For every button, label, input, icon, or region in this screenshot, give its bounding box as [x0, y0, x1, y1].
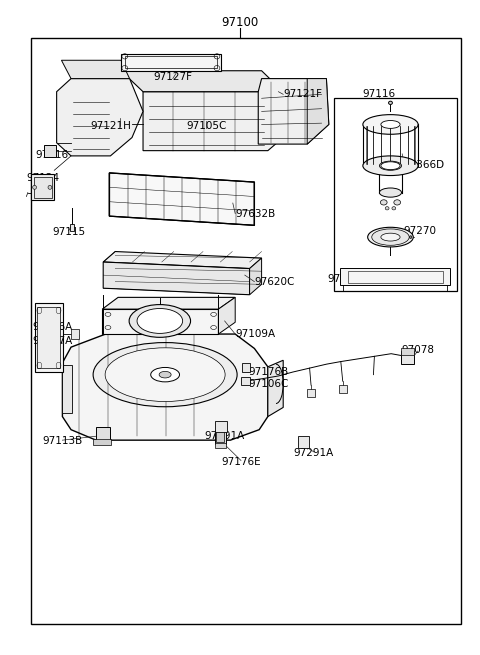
Text: 97176B: 97176B [249, 367, 289, 377]
Bar [70, 224, 74, 231]
Bar [348, 271, 443, 283]
Bar [34, 177, 52, 198]
Polygon shape [103, 252, 262, 269]
Ellipse shape [379, 188, 401, 197]
Ellipse shape [129, 305, 191, 337]
Bar [31, 174, 54, 200]
Ellipse shape [392, 207, 396, 210]
Polygon shape [268, 360, 283, 417]
Text: 97270: 97270 [403, 225, 436, 236]
Bar [37, 307, 60, 368]
Ellipse shape [372, 229, 409, 246]
Text: 97116: 97116 [362, 89, 396, 100]
Ellipse shape [151, 367, 180, 382]
Text: 97620C: 97620C [254, 276, 295, 287]
Ellipse shape [137, 309, 182, 333]
Ellipse shape [388, 101, 392, 105]
Text: 97291A: 97291A [204, 431, 245, 441]
Bar [44, 145, 56, 157]
Ellipse shape [409, 236, 412, 238]
Polygon shape [250, 258, 262, 295]
Ellipse shape [379, 161, 401, 170]
Bar [31, 38, 461, 624]
Text: 97366D: 97366D [403, 160, 444, 170]
Polygon shape [121, 54, 221, 71]
Text: 97291A: 97291A [294, 448, 334, 458]
Bar [96, 427, 110, 441]
Bar [340, 268, 450, 285]
Bar [307, 389, 315, 397]
Text: 97113B: 97113B [42, 436, 83, 447]
Bar [62, 365, 72, 413]
Polygon shape [121, 71, 283, 92]
Bar [401, 348, 414, 355]
Ellipse shape [385, 207, 389, 210]
Bar [242, 363, 250, 372]
Text: 97632B: 97632B [235, 208, 276, 219]
Ellipse shape [363, 115, 418, 134]
Bar [35, 303, 63, 372]
Text: 97115: 97115 [52, 227, 85, 237]
Polygon shape [109, 173, 254, 225]
Text: 97178A: 97178A [328, 274, 368, 284]
Polygon shape [102, 309, 218, 334]
Bar [401, 351, 414, 364]
Text: 97124: 97124 [26, 173, 60, 183]
Text: 97176E: 97176E [221, 457, 261, 468]
Polygon shape [307, 79, 329, 144]
Polygon shape [57, 79, 143, 156]
Text: 97127A: 97127A [33, 335, 73, 346]
Ellipse shape [381, 233, 400, 241]
Text: 97121F: 97121F [283, 89, 322, 100]
Text: 97109A: 97109A [235, 329, 276, 339]
Text: 97105C: 97105C [186, 121, 227, 131]
Bar [93, 439, 111, 445]
Bar [215, 430, 226, 444]
Bar [216, 432, 224, 442]
Bar [298, 436, 309, 448]
Ellipse shape [159, 371, 171, 378]
Text: 97127F: 97127F [153, 71, 192, 82]
Ellipse shape [380, 200, 387, 205]
Bar [215, 421, 227, 432]
Bar [334, 98, 457, 291]
Ellipse shape [93, 343, 237, 407]
Ellipse shape [363, 156, 418, 176]
Polygon shape [102, 297, 235, 309]
Polygon shape [103, 262, 250, 295]
Polygon shape [258, 79, 329, 144]
Polygon shape [143, 92, 283, 151]
Text: 97100: 97100 [221, 16, 259, 29]
Polygon shape [71, 329, 79, 339]
Ellipse shape [105, 348, 225, 402]
Ellipse shape [394, 200, 400, 205]
Ellipse shape [33, 185, 36, 189]
Text: 97121H: 97121H [90, 121, 131, 131]
Ellipse shape [48, 185, 52, 189]
Text: 97416: 97416 [35, 149, 69, 160]
Ellipse shape [368, 227, 413, 247]
Text: 97106C: 97106C [249, 379, 289, 389]
Text: 97078: 97078 [401, 345, 434, 355]
Bar [215, 443, 226, 448]
Polygon shape [62, 334, 268, 440]
Polygon shape [61, 60, 130, 79]
Bar [339, 385, 347, 393]
Bar [241, 377, 250, 385]
Bar [125, 56, 217, 68]
Text: 97126A: 97126A [33, 322, 73, 333]
Polygon shape [218, 297, 235, 334]
Ellipse shape [381, 121, 400, 128]
Ellipse shape [381, 162, 400, 170]
